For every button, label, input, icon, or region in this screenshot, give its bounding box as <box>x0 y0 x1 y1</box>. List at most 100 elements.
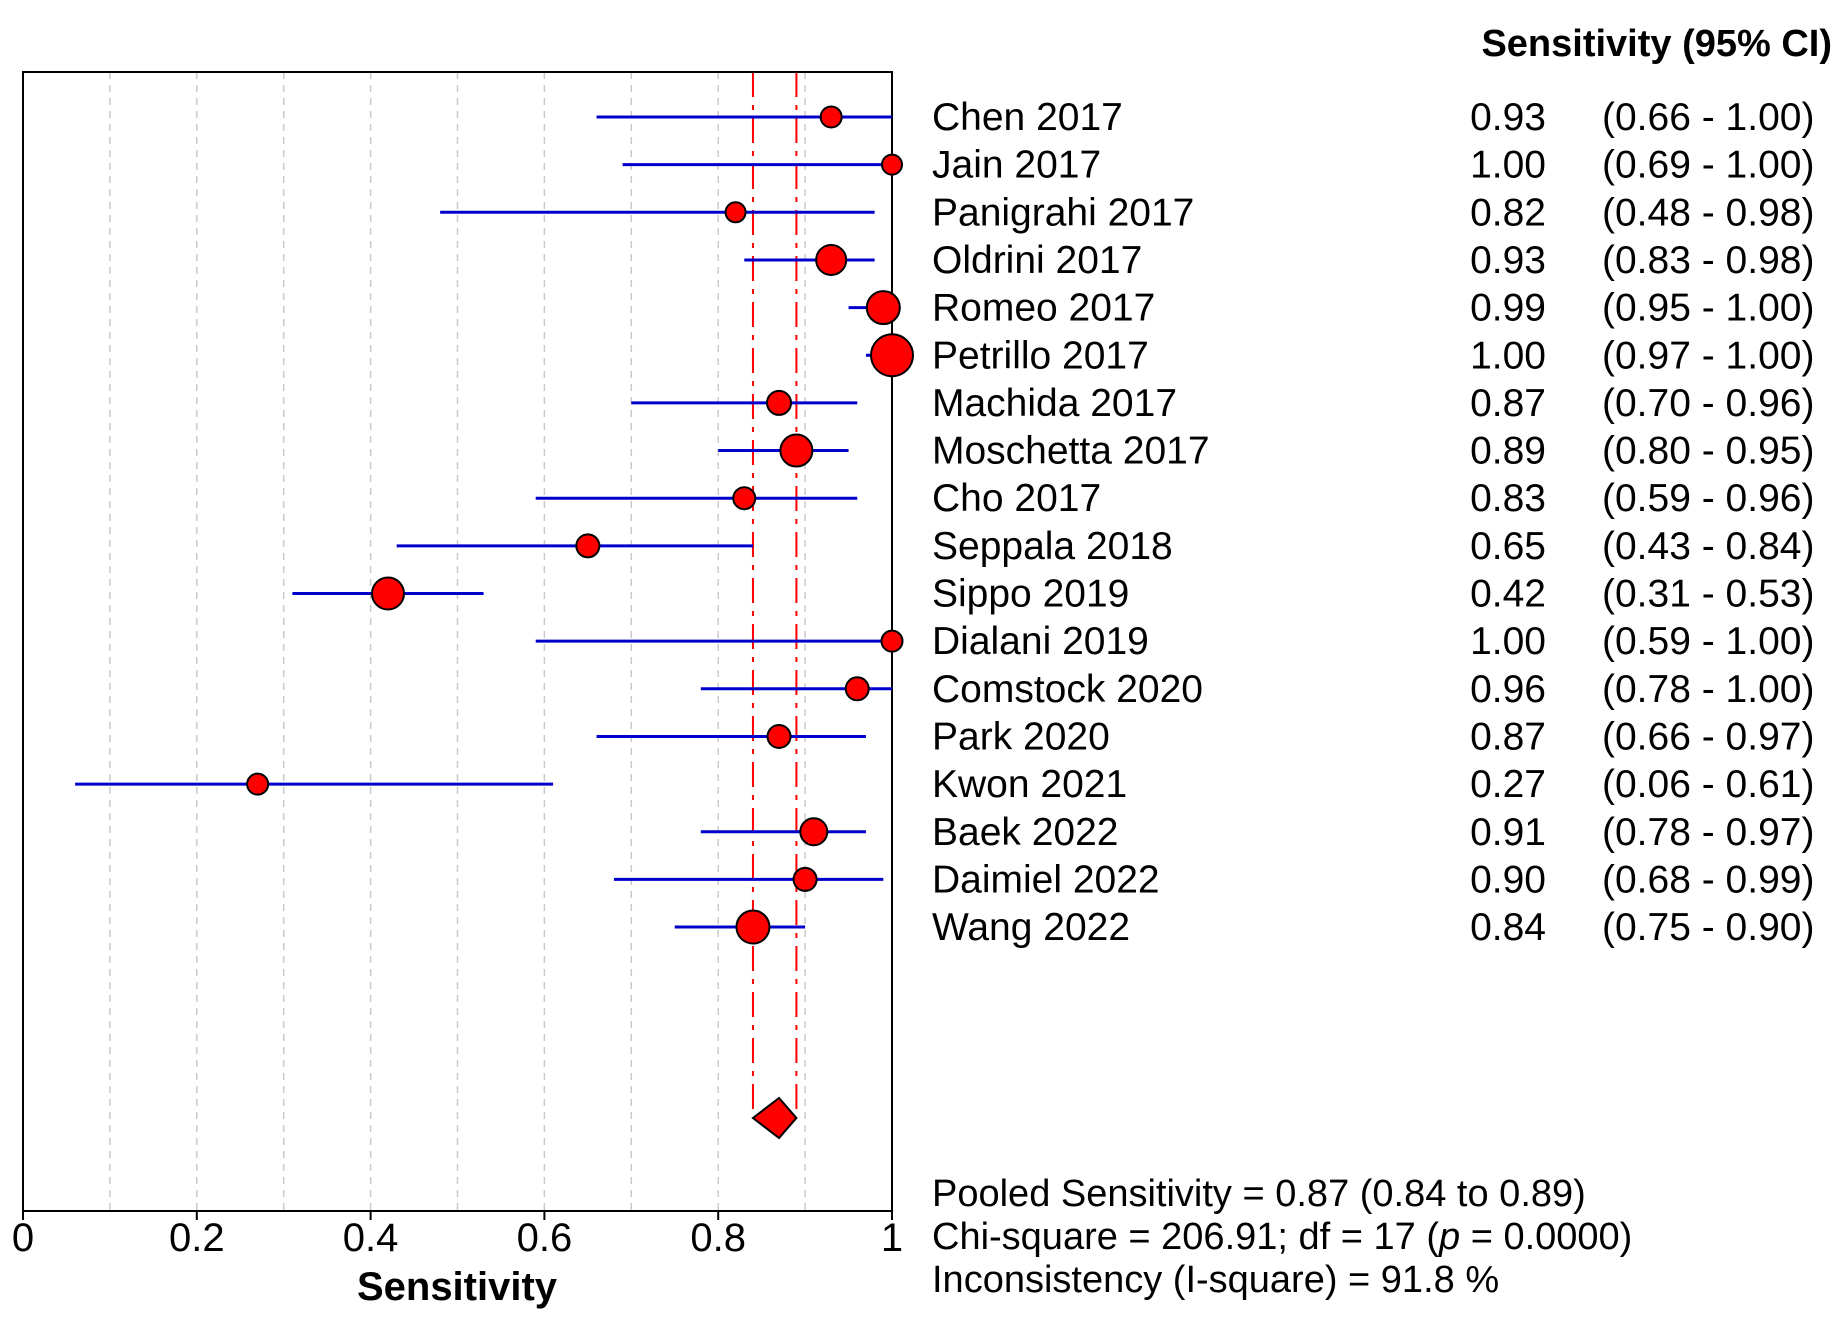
study-marker <box>881 153 903 176</box>
study-label: Wang 2022 <box>932 906 1130 949</box>
study-marker <box>766 723 792 749</box>
study-marker <box>732 486 757 511</box>
study-estimate: 0.83 <box>1470 477 1546 520</box>
study-label: Seppala 2018 <box>932 525 1173 568</box>
study-label: Park 2020 <box>932 715 1110 758</box>
study-label: Dialani 2019 <box>932 620 1149 663</box>
study-marker <box>735 909 771 945</box>
study-estimate: 0.84 <box>1470 906 1546 949</box>
study-ci: (0.59 - 1.00) <box>1602 620 1814 663</box>
pooled-summary-line3: Inconsistency (I-square) = 91.8 % <box>932 1259 1499 1301</box>
column-header: Sensitivity (95% CI) <box>1481 23 1832 65</box>
study-row: Wang 2022 0.84 (0.75 - 0.90) <box>674 906 1814 949</box>
pooled-summary-line1: Pooled Sensitivity = 0.87 (0.84 to 0.89) <box>932 1173 1586 1215</box>
study-ci: (0.66 - 0.97) <box>1602 715 1814 758</box>
study-label: Romeo 2017 <box>932 287 1155 330</box>
study-marker <box>844 676 870 702</box>
study-estimate: 0.89 <box>1470 430 1546 473</box>
study-marker <box>870 333 914 378</box>
study-estimate: 0.91 <box>1470 811 1546 854</box>
study-row: Cho 2017 0.83 (0.59 - 0.96) <box>535 477 1814 520</box>
study-estimate: 1.00 <box>1470 620 1546 663</box>
study-label: Baek 2022 <box>932 811 1119 854</box>
study-marker <box>815 243 848 276</box>
study-ci: (0.78 - 0.97) <box>1602 811 1814 854</box>
study-marker <box>880 629 904 653</box>
study-label: Chen 2017 <box>932 96 1123 139</box>
study-ci: (0.31 - 0.53) <box>1602 573 1814 616</box>
pooled-summary-line2-p-italic: p <box>1438 1216 1460 1258</box>
study-ci: (0.97 - 1.00) <box>1602 334 1814 377</box>
study-row: Kwon 2021 0.27 (0.06 - 0.61) <box>75 763 1814 806</box>
pooled-ci-boundary-lines <box>751 72 798 1110</box>
study-marker <box>819 105 843 129</box>
study-row: Petrillo 2017 1.00 (0.97 - 1.00) <box>865 333 1814 378</box>
study-label: Petrillo 2017 <box>932 334 1149 377</box>
x-tick-label: 0.8 <box>690 1216 746 1260</box>
study-row: Park 2020 0.87 (0.66 - 0.97) <box>596 715 1814 758</box>
study-ci: (0.59 - 0.96) <box>1602 477 1814 520</box>
study-ci: (0.68 - 0.99) <box>1602 858 1814 901</box>
study-estimate: 0.27 <box>1470 763 1546 806</box>
study-row: Sippo 2019 0.42 (0.31 - 0.53) <box>292 573 1814 616</box>
study-estimate: 0.87 <box>1470 382 1546 425</box>
x-tick-label: 0.4 <box>343 1216 399 1260</box>
study-estimate: 0.82 <box>1470 191 1546 234</box>
study-marker <box>792 866 818 892</box>
study-marker <box>724 201 747 224</box>
study-marker <box>766 389 793 416</box>
x-tick-label: 0.6 <box>517 1216 573 1260</box>
study-estimate: 0.93 <box>1470 239 1546 282</box>
study-estimate: 1.00 <box>1470 334 1546 377</box>
study-ci: (0.48 - 0.98) <box>1602 191 1814 234</box>
study-estimate: 0.65 <box>1470 525 1546 568</box>
study-row: Machida 2017 0.87 (0.70 - 0.96) <box>631 382 1814 425</box>
study-marker <box>575 533 601 559</box>
study-label: Oldrini 2017 <box>932 239 1142 282</box>
study-rows-layer: Chen 2017 0.93 (0.66 - 1.00) Jain 2017 1.00 (… <box>75 96 1814 949</box>
study-marker <box>865 290 901 326</box>
study-row: Chen 2017 0.93 (0.66 - 1.00) <box>596 96 1814 139</box>
study-ci: (0.80 - 0.95) <box>1602 430 1814 473</box>
study-label: Panigrahi 2017 <box>932 191 1194 234</box>
study-row: Baek 2022 0.91 (0.78 - 0.97) <box>700 811 1814 854</box>
study-row: Comstock 2020 0.96 (0.78 - 1.00) <box>700 668 1814 711</box>
study-row: Romeo 2017 0.99 (0.95 - 1.00) <box>848 287 1814 330</box>
study-estimate: 0.42 <box>1470 573 1546 616</box>
study-ci: (0.83 - 0.98) <box>1602 239 1814 282</box>
study-estimate: 0.96 <box>1470 668 1546 711</box>
pooled-summary-line2-post: = 0.0000) <box>1460 1216 1632 1258</box>
study-estimate: 1.00 <box>1470 144 1546 187</box>
pooled-diamond <box>751 1096 798 1140</box>
study-ci: (0.06 - 0.61) <box>1602 763 1814 806</box>
study-ci: (0.95 - 1.00) <box>1602 287 1814 330</box>
study-row: Jain 2017 1.00 (0.69 - 1.00) <box>622 144 1814 187</box>
study-row: Seppala 2018 0.65 (0.43 - 0.84) <box>396 525 1814 568</box>
study-estimate: 0.87 <box>1470 715 1546 758</box>
study-ci: (0.78 - 1.00) <box>1602 668 1814 711</box>
study-label: Comstock 2020 <box>932 668 1203 711</box>
study-ci: (0.75 - 0.90) <box>1602 906 1814 949</box>
study-label: Moschetta 2017 <box>932 430 1210 473</box>
study-estimate: 0.93 <box>1470 96 1546 139</box>
study-row: Oldrini 2017 0.93 (0.83 - 0.98) <box>744 239 1814 282</box>
pooled-summary-line2-pre: Chi-square = 206.91; df = 17 ( <box>932 1216 1439 1258</box>
study-label: Machida 2017 <box>932 382 1177 425</box>
study-ci: (0.70 - 0.96) <box>1602 382 1814 425</box>
study-row: Daimiel 2022 0.90 (0.68 - 0.99) <box>613 858 1814 901</box>
x-tick-label: 1 <box>881 1216 903 1260</box>
x-tick-label: 0 <box>12 1216 34 1260</box>
study-row: Moschetta 2017 0.89 (0.80 - 0.95) <box>718 430 1814 473</box>
study-ci: (0.69 - 1.00) <box>1602 144 1814 187</box>
x-tick-label: 0.2 <box>169 1216 225 1260</box>
study-label: Jain 2017 <box>932 144 1101 187</box>
study-label: Daimiel 2022 <box>932 858 1160 901</box>
study-row: Dialani 2019 1.00 (0.59 - 1.00) <box>535 620 1814 663</box>
study-marker <box>246 772 270 796</box>
study-marker <box>799 817 829 847</box>
study-row: Panigrahi 2017 0.82 (0.48 - 0.98) <box>440 191 1814 234</box>
x-axis: 0 0.2 0.4 0.6 0.8 1 <box>12 1211 903 1260</box>
study-label: Sippo 2019 <box>932 573 1129 616</box>
study-estimate: 0.90 <box>1470 858 1546 901</box>
